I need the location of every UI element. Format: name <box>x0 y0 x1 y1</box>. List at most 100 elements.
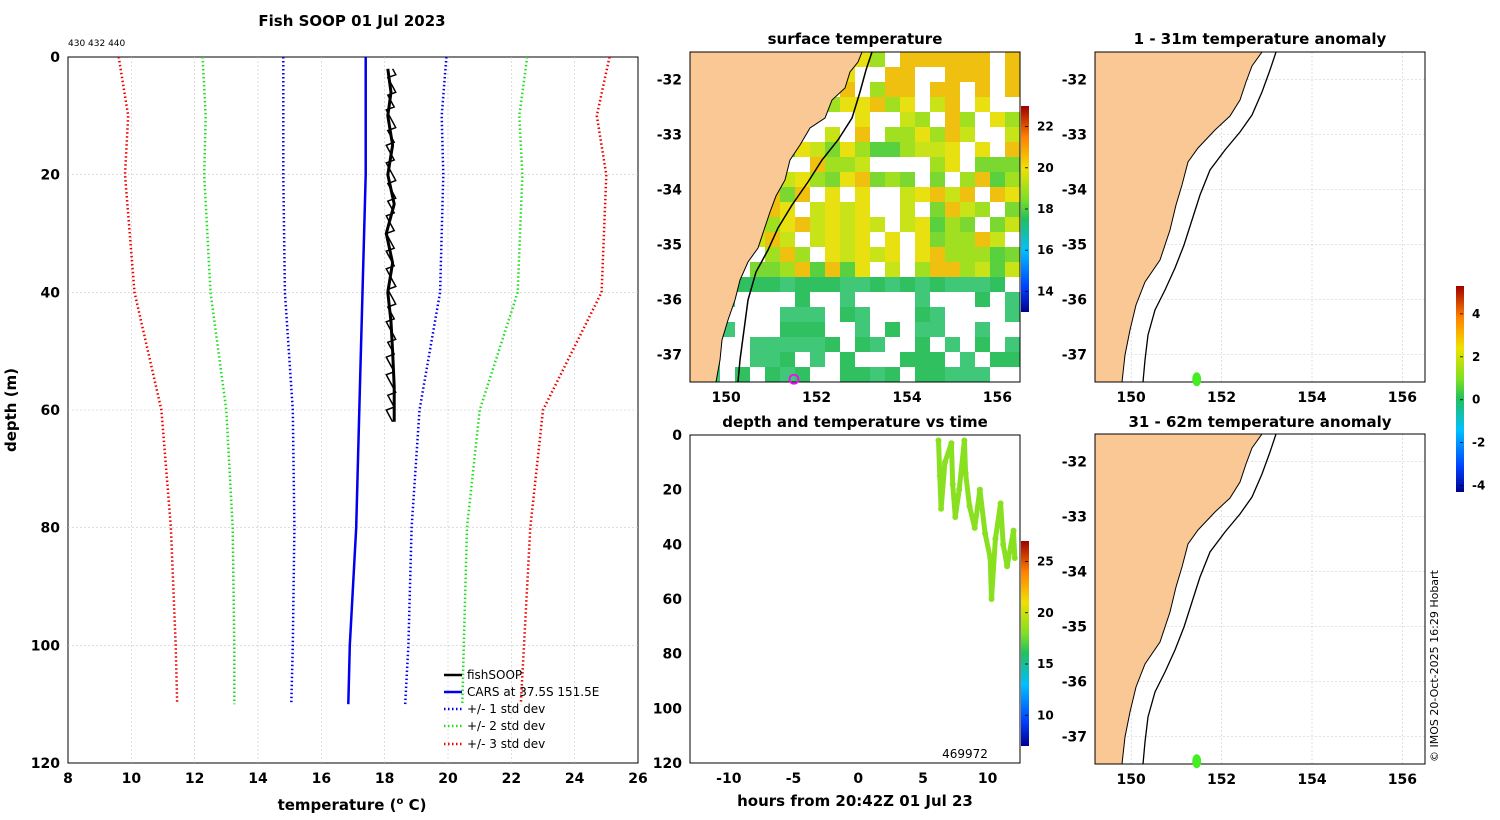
depth-time-point <box>948 440 955 447</box>
sst-cell <box>900 172 915 187</box>
map-xtick-label: 156 <box>983 390 1012 406</box>
sst-cell <box>1005 202 1020 217</box>
sst-cell <box>870 97 885 112</box>
sst-cell <box>960 67 975 82</box>
sst-cell <box>885 142 900 157</box>
profile-series-line <box>201 56 236 705</box>
sst-cell <box>945 277 960 292</box>
anomaly-colorbar-ticks: -4 -2 0 2 4 <box>1460 307 1485 493</box>
sst-cell <box>945 112 960 127</box>
sst-cell <box>795 217 810 232</box>
sst-cell <box>975 247 990 262</box>
depth-time-colorbar-ticks: 10 15 20 25 <box>1025 555 1054 722</box>
sst-cell <box>780 217 795 232</box>
profile-subtitle: 430 432 440 <box>68 39 126 49</box>
sst-cell <box>855 97 870 112</box>
map-xtick-label: 152 <box>1207 772 1236 788</box>
sst-cell <box>915 337 930 352</box>
sst-cell <box>885 262 900 277</box>
sst-cell <box>930 187 945 202</box>
depth-time-point <box>935 437 942 444</box>
sst-cell <box>930 52 945 67</box>
depth-time-point <box>1004 563 1011 570</box>
sst-cell <box>870 247 885 262</box>
map-ytick-label: -36 <box>1062 293 1087 309</box>
depth-time-point <box>988 596 995 602</box>
colorbar-tick-label: -2 <box>1472 436 1485 450</box>
sst-cell <box>795 367 810 382</box>
map-ytick-label: -32 <box>1062 455 1087 471</box>
profile-xtick-label: 26 <box>628 771 647 787</box>
copyright-footer: © IMOS 20-Oct-2025 16:29 Hobart <box>1428 569 1441 762</box>
sst-cell <box>960 112 975 127</box>
sst-cell <box>765 352 780 367</box>
sst-cell <box>870 367 885 382</box>
sst-panel: surface temperature 150 152 154 156 -32 -33 -3… <box>657 30 1054 406</box>
sst-cell <box>810 217 825 232</box>
sst-cell <box>960 202 975 217</box>
sst-cell <box>765 337 780 352</box>
profile-series-line <box>461 56 529 705</box>
map-xtick-label: 154 <box>892 390 921 406</box>
anomaly-top-contour <box>1142 52 1277 382</box>
sst-cell <box>900 127 915 142</box>
depth-time-ytick-label: 80 <box>663 647 683 663</box>
sst-cell <box>945 97 960 112</box>
sst-cell <box>1005 142 1020 157</box>
sst-cell <box>780 277 795 292</box>
legend-label-cars: CARS at 37.5S 151.5E <box>467 685 599 699</box>
depth-time-point <box>941 459 948 466</box>
colorbar-tick-label: 2 <box>1472 350 1480 364</box>
depth-time-panel: depth and temperature vs time -10 -5 0 5 100… <box>653 413 1054 810</box>
sst-cell <box>765 217 780 232</box>
sst-cell <box>870 337 885 352</box>
sst-cell <box>765 247 780 262</box>
sst-cell <box>975 337 990 352</box>
colorbar-tick-label: 22 <box>1037 120 1054 134</box>
sst-cell <box>975 322 990 337</box>
sst-cell <box>930 232 945 247</box>
sst-cell <box>855 322 870 337</box>
sst-cell <box>810 352 825 367</box>
sst-cell <box>825 262 840 277</box>
sst-cell <box>975 262 990 277</box>
anomaly-bottom-points <box>1192 754 1202 769</box>
sst-cell <box>825 172 840 187</box>
sst-cell <box>885 247 900 262</box>
sst-cell <box>825 202 840 217</box>
sst-cell <box>1005 172 1020 187</box>
sst-cell <box>840 352 855 367</box>
sst-cell <box>900 67 915 82</box>
sst-cell <box>810 202 825 217</box>
sst-cell <box>915 142 930 157</box>
map-ytick-label: -33 <box>1062 510 1087 526</box>
sst-cell <box>900 142 915 157</box>
sst-cell <box>900 352 915 367</box>
depth-time-xtick-label: 5 <box>918 771 928 787</box>
sst-cell <box>825 277 840 292</box>
colorbar-tick-label: 25 <box>1037 555 1054 569</box>
sst-cell <box>975 367 990 382</box>
depth-time-colorbar <box>1021 541 1029 746</box>
map-xtick-label: 154 <box>1297 390 1326 406</box>
sst-cell <box>930 352 945 367</box>
map-ytick-label: -35 <box>657 238 682 254</box>
sst-cell <box>1005 262 1020 277</box>
sst-cell <box>930 157 945 172</box>
depth-time-ytick-label: 20 <box>663 483 683 499</box>
depth-time-ytick-label: 0 <box>672 428 682 444</box>
sst-cell <box>795 292 810 307</box>
anomaly-bottom-contour <box>1142 434 1277 764</box>
anomaly-top-title: 1 - 31m temperature anomaly <box>1134 30 1387 48</box>
sst-cell <box>885 97 900 112</box>
map-ytick-label: -37 <box>657 348 682 364</box>
profile-series-line <box>347 57 367 705</box>
sst-cell <box>855 367 870 382</box>
sst-cell <box>900 202 915 217</box>
depth-time-point <box>966 503 973 510</box>
map-xtick-label: 150 <box>712 390 741 406</box>
map-ytick-label: -34 <box>1062 565 1088 581</box>
sst-cell <box>915 127 930 142</box>
sst-cell <box>840 277 855 292</box>
profile-xtick-label: 20 <box>438 771 458 787</box>
